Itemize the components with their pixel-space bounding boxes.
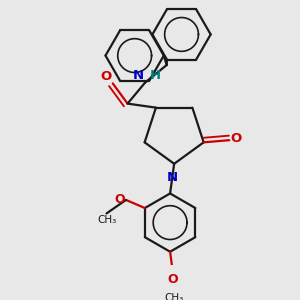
Text: O: O xyxy=(114,194,125,206)
Text: CH₃: CH₃ xyxy=(164,293,184,300)
Text: N: N xyxy=(167,171,178,184)
Text: N: N xyxy=(133,69,144,82)
Text: CH₃: CH₃ xyxy=(97,215,116,225)
Text: O: O xyxy=(100,70,111,83)
Text: O: O xyxy=(231,132,242,145)
Text: O: O xyxy=(167,273,178,286)
Text: H: H xyxy=(149,69,161,82)
